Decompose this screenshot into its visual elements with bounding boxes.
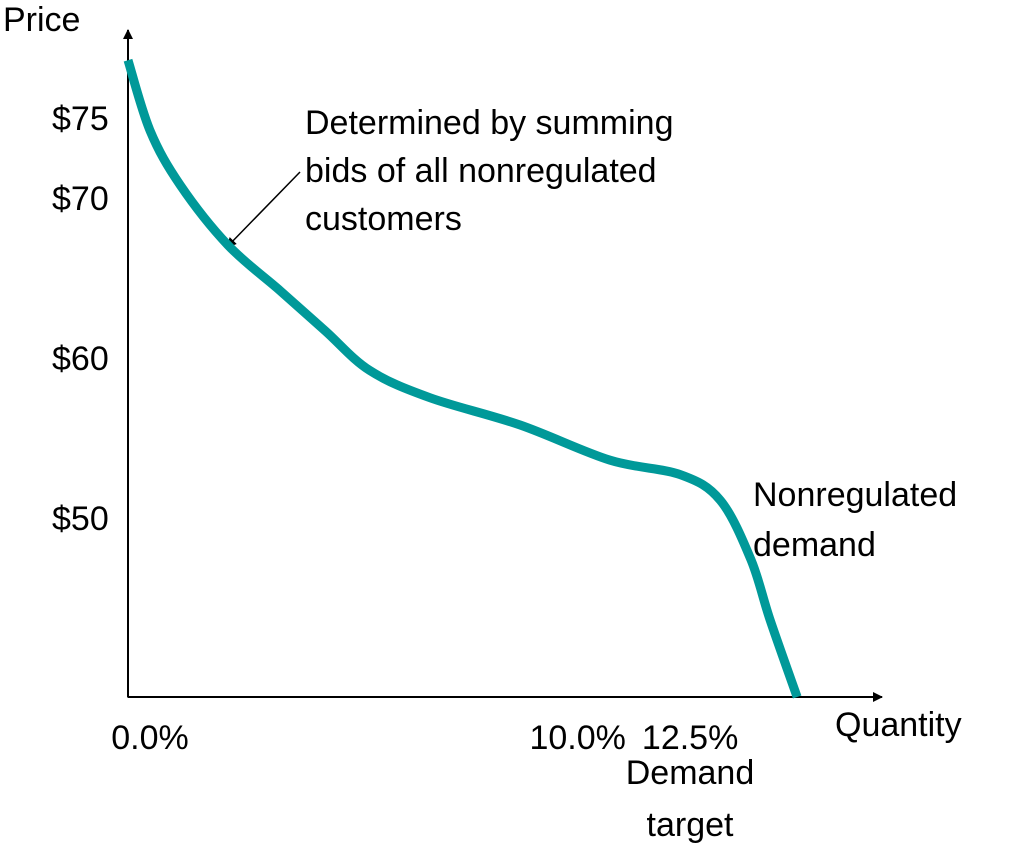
annotation-arrow <box>226 171 301 248</box>
y-tick-label: $50 <box>52 500 109 538</box>
x-tick-label: 0.0% <box>111 719 189 757</box>
annotation: target <box>647 806 734 844</box>
annotation: Demand <box>626 754 755 792</box>
annotation: customers <box>305 200 462 238</box>
x-axis-label: Quantity <box>835 706 962 744</box>
annotation: demand <box>753 526 876 564</box>
y-axis-label: Price <box>3 1 80 39</box>
x-tick-label: 10.0% <box>529 719 625 757</box>
x-tick-label: 12.5% <box>642 719 738 757</box>
annotation: Determined by summing <box>305 104 673 142</box>
y-tick-label: $75 <box>52 100 109 138</box>
annotation: Nonregulated <box>753 476 957 514</box>
annotation: bids of all nonregulated <box>305 152 657 190</box>
demand-curve <box>123 58 802 699</box>
y-tick-label: $60 <box>52 340 109 378</box>
y-tick-label: $70 <box>52 180 109 218</box>
